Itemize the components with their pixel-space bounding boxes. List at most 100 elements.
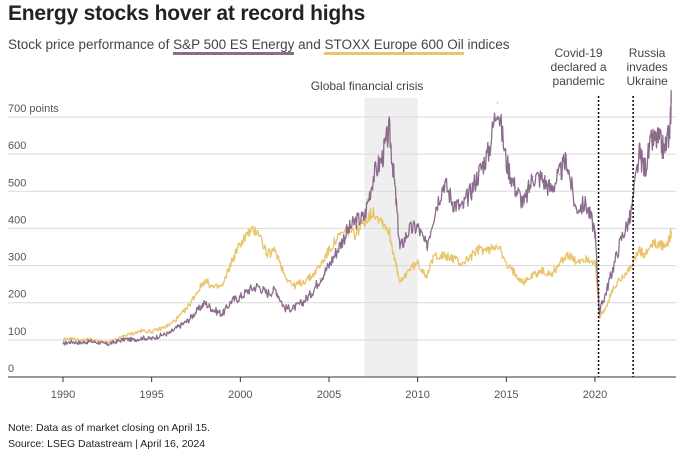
subtitle-suffix: indices bbox=[463, 37, 510, 52]
subtitle-middle: and bbox=[294, 37, 325, 52]
gridlines bbox=[8, 116, 676, 341]
point-stoxx-oil-51 bbox=[505, 264, 507, 267]
footnote: Note: Data as of market closing on April… bbox=[8, 422, 210, 434]
point-sp500-energy-17 bbox=[213, 309, 215, 311]
legend-swatch-stoxx-oil bbox=[324, 52, 464, 55]
point-sp500-energy-64 bbox=[612, 268, 614, 270]
point-sp500-energy-6 bbox=[115, 341, 117, 343]
point-stoxx-oil-8 bbox=[133, 332, 135, 334]
point-stoxx-oil-14 bbox=[186, 307, 188, 309]
point-stoxx-oil-63 bbox=[605, 307, 607, 309]
point-stoxx-oil-7 bbox=[124, 334, 126, 336]
y-tick-label-600: 600 bbox=[8, 140, 26, 152]
point-stoxx-oil-50 bbox=[496, 242, 499, 244]
point-sp500-energy-37 bbox=[388, 129, 390, 131]
point-sp500-energy-57 bbox=[558, 173, 561, 176]
point-sp500-energy-68 bbox=[644, 168, 646, 170]
point-stoxx-oil-21 bbox=[248, 231, 250, 233]
point-sp500-energy-70 bbox=[658, 138, 660, 140]
point-sp500-energy-54 bbox=[532, 175, 534, 178]
point-sp500-energy-24 bbox=[275, 289, 277, 291]
point-sp500-energy-40 bbox=[408, 229, 410, 231]
point-sp500-energy-69 bbox=[651, 140, 653, 142]
legend-swatch-sp500-energy bbox=[173, 52, 295, 55]
event-label-0-line-2: pandemic bbox=[553, 74, 605, 88]
point-sp500-energy-15 bbox=[195, 311, 197, 313]
point-stoxx-oil-72 bbox=[668, 238, 671, 241]
x-tick-label-2020: 2020 bbox=[583, 389, 607, 401]
point-sp500-energy-71 bbox=[663, 149, 665, 152]
point-stoxx-oil-30 bbox=[328, 250, 330, 252]
point-stoxx-oil-66 bbox=[629, 266, 632, 269]
point-sp500-energy-39 bbox=[399, 248, 401, 250]
point-sp500-energy-8 bbox=[133, 339, 135, 341]
point-sp500-energy-41 bbox=[417, 225, 419, 228]
point-sp500-energy-38 bbox=[394, 183, 396, 185]
point-sp500-energy-73 bbox=[670, 101, 672, 103]
y-tick-label-500: 500 bbox=[8, 177, 26, 189]
point-stoxx-oil-29 bbox=[319, 264, 321, 267]
point-sp500-energy-0 bbox=[62, 342, 64, 345]
point-stoxx-oil-3 bbox=[89, 338, 91, 340]
axes: 0 100 200 300 400 500 600 700 points 1990 1995 200… bbox=[8, 103, 676, 401]
point-stoxx-oil-20 bbox=[239, 242, 241, 244]
point-sp500-energy-65 bbox=[621, 237, 623, 239]
point-sp500-energy-42 bbox=[425, 246, 428, 248]
point-stoxx-oil-1 bbox=[71, 337, 73, 339]
point-sp500-energy-49 bbox=[488, 151, 490, 153]
point-sp500-energy-4 bbox=[97, 341, 100, 344]
point-stoxx-oil-39 bbox=[399, 283, 401, 285]
x-tick-label-2015: 2015 bbox=[494, 389, 518, 401]
point-sp500-energy-48 bbox=[479, 170, 481, 172]
point-sp500-energy-9 bbox=[142, 337, 144, 339]
x-tick-label-2005: 2005 bbox=[317, 389, 341, 401]
point-stoxx-oil-25 bbox=[284, 274, 286, 276]
point-stoxx-oil-57 bbox=[558, 263, 561, 265]
point-stoxx-oil-33 bbox=[355, 233, 357, 235]
y-tick-label-400: 400 bbox=[8, 214, 26, 226]
point-sp500-energy-13 bbox=[177, 326, 179, 328]
legend-item-stoxx-oil: STOXX Europe 600 Oil bbox=[324, 37, 464, 55]
point-stoxx-oil-19 bbox=[230, 261, 233, 263]
x-tick-label-1990: 1990 bbox=[51, 389, 75, 401]
point-sp500-energy-11 bbox=[159, 334, 162, 336]
x-tick-label-1995: 1995 bbox=[139, 389, 163, 401]
event-label-0-line-1: declared a bbox=[551, 60, 607, 74]
y-tick-label-300: 300 bbox=[8, 252, 26, 264]
point-sp500-energy-51 bbox=[505, 160, 507, 163]
point-sp500-energy-35 bbox=[372, 175, 374, 178]
point-stoxx-oil-69 bbox=[651, 244, 653, 246]
series-line-stoxx-oil bbox=[62, 207, 672, 345]
point-sp500-energy-29 bbox=[319, 277, 321, 280]
point-stoxx-oil-31 bbox=[337, 237, 339, 239]
point-stoxx-oil-36 bbox=[381, 220, 383, 222]
point-sp500-energy-3 bbox=[89, 340, 91, 342]
point-stoxx-oil-17 bbox=[213, 287, 215, 289]
point-stoxx-oil-37 bbox=[388, 231, 390, 233]
point-sp500-energy-59 bbox=[574, 207, 577, 209]
point-stoxx-oil-24 bbox=[275, 250, 277, 252]
point-sp500-energy-1 bbox=[71, 341, 73, 343]
point-stoxx-oil-23 bbox=[266, 253, 268, 256]
point-stoxx-oil-43 bbox=[434, 253, 436, 256]
point-stoxx-oil-18 bbox=[222, 285, 224, 287]
shade-layer bbox=[364, 98, 418, 377]
y-tick-label-700: 700 points bbox=[8, 103, 59, 115]
point-stoxx-oil-71 bbox=[663, 246, 665, 248]
point-stoxx-oil-68 bbox=[644, 255, 646, 257]
point-stoxx-oil-44 bbox=[443, 255, 445, 257]
point-stoxx-oil-56 bbox=[550, 274, 552, 276]
point-stoxx-oil-12 bbox=[168, 324, 170, 326]
y-tick-label-200: 200 bbox=[8, 289, 26, 301]
point-stoxx-oil-61 bbox=[594, 261, 596, 263]
event-label-1-line-0: Russia bbox=[629, 46, 666, 60]
point-stoxx-oil-10 bbox=[151, 331, 153, 333]
point-stoxx-oil-67 bbox=[638, 250, 640, 252]
chart-title: Energy stocks hover at record highs bbox=[8, 2, 366, 25]
point-stoxx-oil-42 bbox=[425, 274, 428, 276]
series-lines bbox=[62, 89, 672, 346]
point-sp500-energy-46 bbox=[461, 207, 463, 209]
point-stoxx-oil-58 bbox=[566, 253, 568, 256]
point-sp500-energy-22 bbox=[257, 285, 259, 287]
source-line: Source: LSEG Datastream | April 16, 2024 bbox=[8, 438, 206, 450]
